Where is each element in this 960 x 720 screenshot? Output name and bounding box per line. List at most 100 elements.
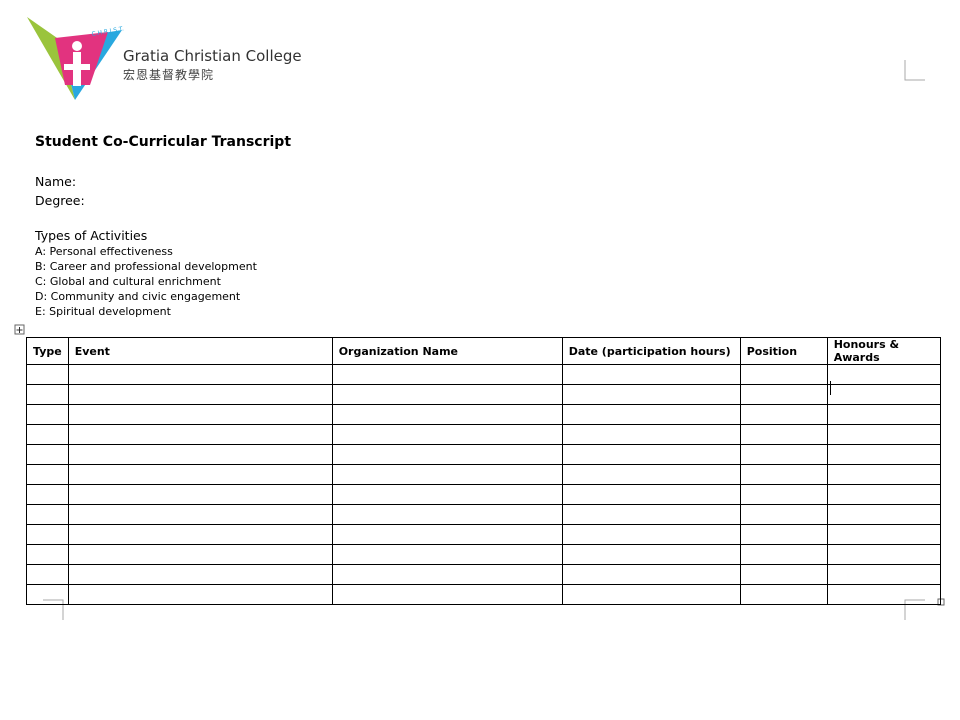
field-label: Degree: — [35, 193, 85, 208]
table-cell[interactable] — [826, 464, 941, 485]
field-label: Name: — [35, 174, 77, 189]
table-cell[interactable] — [67, 444, 333, 465]
table-cell[interactable] — [67, 524, 333, 545]
table-cell[interactable] — [26, 464, 69, 485]
column-header: Type — [26, 337, 69, 365]
table-cell[interactable] — [26, 384, 69, 405]
table-cell[interactable] — [739, 444, 828, 465]
table-cell[interactable] — [67, 424, 333, 445]
table-cell[interactable] — [26, 404, 69, 425]
table-cell[interactable] — [67, 504, 333, 525]
table-cell[interactable] — [67, 404, 333, 425]
activity-item: A: Personal effectiveness — [35, 245, 173, 258]
table-cell[interactable] — [826, 444, 941, 465]
table-row — [26, 364, 941, 385]
document-title: Student Co-Curricular Transcript — [35, 134, 292, 150]
table-cell[interactable] — [561, 424, 741, 445]
table-cell[interactable] — [826, 384, 941, 405]
column-header: Position — [739, 337, 828, 365]
table-cell[interactable] — [561, 484, 741, 505]
table-cell[interactable] — [331, 544, 563, 565]
table-cell[interactable] — [26, 484, 69, 505]
table-move-icon — [16, 327, 23, 333]
logo-green — [27, 17, 75, 100]
table-cell[interactable] — [561, 464, 741, 485]
logo-pink — [55, 32, 108, 85]
table-row — [26, 544, 941, 565]
table-cell[interactable] — [26, 544, 69, 565]
table-cell[interactable] — [739, 424, 828, 445]
table-cell[interactable] — [739, 544, 828, 565]
column-header: Organization Name — [331, 337, 563, 365]
logo-head — [72, 41, 82, 51]
table-cell[interactable] — [826, 524, 941, 545]
transcript-table: Type Event Organization Name Date (particip… — [26, 337, 941, 605]
table-cell[interactable] — [331, 464, 563, 485]
table-cell[interactable] — [739, 584, 828, 605]
table-row — [26, 484, 941, 505]
table-row — [26, 424, 941, 445]
table-cell[interactable] — [739, 484, 828, 505]
table-cell[interactable] — [331, 364, 563, 385]
table-cell[interactable] — [561, 444, 741, 465]
table-cell[interactable] — [826, 504, 941, 525]
activity-item: E: Spiritual development — [35, 305, 171, 318]
table-cell[interactable] — [826, 424, 941, 445]
table-cell[interactable] — [739, 524, 828, 545]
table-cell[interactable] — [561, 404, 741, 425]
table-cell[interactable] — [26, 424, 69, 445]
table-cell[interactable] — [67, 364, 333, 385]
table-cell[interactable] — [331, 404, 563, 425]
table-cell[interactable] — [561, 564, 741, 585]
table-cell[interactable] — [561, 504, 741, 525]
table-cell[interactable] — [826, 584, 941, 605]
table-cell[interactable] — [739, 564, 828, 585]
table-cell[interactable] — [67, 544, 333, 565]
table-cell[interactable] — [26, 564, 69, 585]
table-cell[interactable] — [561, 524, 741, 545]
table-cell[interactable] — [331, 424, 563, 445]
table-cell[interactable] — [331, 484, 563, 505]
table-cell[interactable] — [26, 444, 69, 465]
table-cell[interactable] — [739, 384, 828, 405]
table-cell[interactable] — [739, 464, 828, 485]
table-cell[interactable] — [331, 444, 563, 465]
table-cell[interactable] — [561, 544, 741, 565]
table-cell[interactable] — [67, 384, 333, 405]
table-row — [26, 564, 941, 585]
table-cell[interactable] — [331, 524, 563, 545]
table-cell[interactable] — [826, 564, 941, 585]
table-cell[interactable] — [26, 364, 69, 385]
table-cell[interactable] — [826, 484, 941, 505]
table-cell[interactable] — [26, 504, 69, 525]
column-header: Event — [67, 337, 333, 365]
table-row — [26, 384, 941, 405]
table-cell[interactable] — [739, 404, 828, 425]
table-cell[interactable] — [67, 464, 333, 485]
column-header: Honours & Awards — [826, 337, 941, 365]
table-row — [26, 584, 941, 605]
table-cell[interactable] — [826, 544, 941, 565]
table-cell[interactable] — [331, 504, 563, 525]
table-cell[interactable] — [561, 384, 741, 405]
table-cell[interactable] — [67, 564, 333, 585]
logo-name-chinese: 宏恩基督教學院 — [123, 68, 215, 82]
table-cell[interactable] — [826, 404, 941, 425]
table-cell[interactable] — [739, 364, 828, 385]
table-cell[interactable] — [331, 384, 563, 405]
table-cell[interactable] — [561, 584, 741, 605]
table-cell[interactable] — [26, 524, 69, 545]
table-cell[interactable] — [331, 584, 563, 605]
table-cell[interactable] — [67, 484, 333, 505]
logo-cross — [64, 64, 90, 70]
table-cell[interactable] — [26, 584, 69, 605]
table-cell[interactable] — [331, 564, 563, 585]
table-cell[interactable] — [826, 364, 941, 385]
table-cell[interactable] — [67, 584, 333, 605]
table-cell[interactable] — [561, 364, 741, 385]
table-row — [26, 444, 941, 465]
table-row — [26, 504, 941, 525]
table-cell[interactable] — [739, 504, 828, 525]
